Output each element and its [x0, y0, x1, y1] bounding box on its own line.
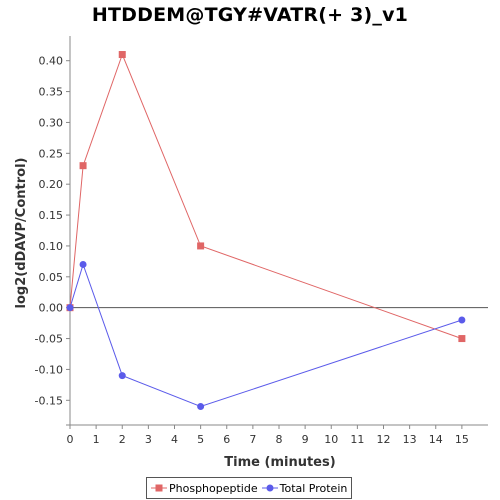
x-tick-label: 9 [302, 433, 309, 446]
x-tick-label: 7 [249, 433, 256, 446]
x-axis-title: Time (minutes) [224, 455, 335, 470]
axes: -0.15 -0.10 -0.05 0.00 0.05 0.10 0.15 0.20 0.25 0… [35, 36, 488, 446]
circle-marker-icon [261, 484, 278, 492]
legend-item-total-protein: Total Protein [261, 481, 348, 495]
data-point-phosphopeptide [458, 335, 466, 343]
y-tick-label: -0.05 [35, 333, 63, 346]
chart-title: HTDDEM@TGY#VATR(+ 3)_v1 [91, 4, 409, 26]
x-tick-label: 1 [93, 433, 100, 446]
y-axis-title: log2(dDAVP/Control) [14, 158, 29, 309]
x-tick-label: 4 [171, 433, 178, 446]
y-tick-label: 0.05 [39, 271, 64, 284]
series-layer [66, 51, 466, 410]
legend: Phosphopeptide Total Protein [146, 477, 353, 499]
x-tick-label: 14 [429, 433, 443, 446]
x-tick-label: 15 [455, 433, 469, 446]
x-tick-label: 13 [403, 433, 417, 446]
y-tick-label: -0.10 [35, 363, 63, 376]
series-line-phosphopeptide [69, 53, 463, 340]
x-tick-label: 12 [377, 433, 391, 446]
y-tick-label: 0.35 [39, 86, 64, 99]
legend-item-phosphopeptide: Phosphopeptide [151, 482, 258, 495]
data-point-phosphopeptide [197, 242, 205, 250]
data-point-total-protein [66, 304, 74, 312]
data-point-total-protein [197, 402, 205, 410]
y-tick-label: 0.10 [39, 240, 64, 253]
y-tick-label: 0.25 [39, 147, 64, 160]
x-tick-label: 3 [145, 433, 152, 446]
y-tick-label: 0.15 [39, 209, 64, 222]
y-tick-label: 0.30 [39, 116, 64, 129]
data-point-phosphopeptide [118, 51, 126, 59]
x-tick-label: 11 [350, 433, 364, 446]
y-tick-label: 0.00 [39, 302, 64, 315]
legend-label: Phosphopeptide [169, 481, 258, 495]
data-point-total-protein [118, 372, 126, 380]
square-marker-icon [151, 484, 167, 492]
x-tick-label: 2 [119, 433, 126, 446]
series-line-total-protein [69, 262, 463, 408]
data-point-total-protein [79, 260, 87, 268]
data-point-total-protein [458, 316, 466, 324]
y-tick-label: -0.15 [35, 394, 63, 407]
x-tick-label: 8 [276, 433, 283, 446]
x-tick-label: 10 [324, 433, 338, 446]
x-tick-label: 0 [67, 433, 74, 446]
x-tick-label: 6 [223, 433, 230, 446]
data-point-phosphopeptide [79, 162, 87, 170]
y-tick-label: 0.20 [39, 178, 64, 191]
x-tick-label: 5 [197, 433, 204, 446]
legend-label: Total Protein [279, 481, 348, 495]
y-tick-label: 0.40 [39, 55, 64, 68]
